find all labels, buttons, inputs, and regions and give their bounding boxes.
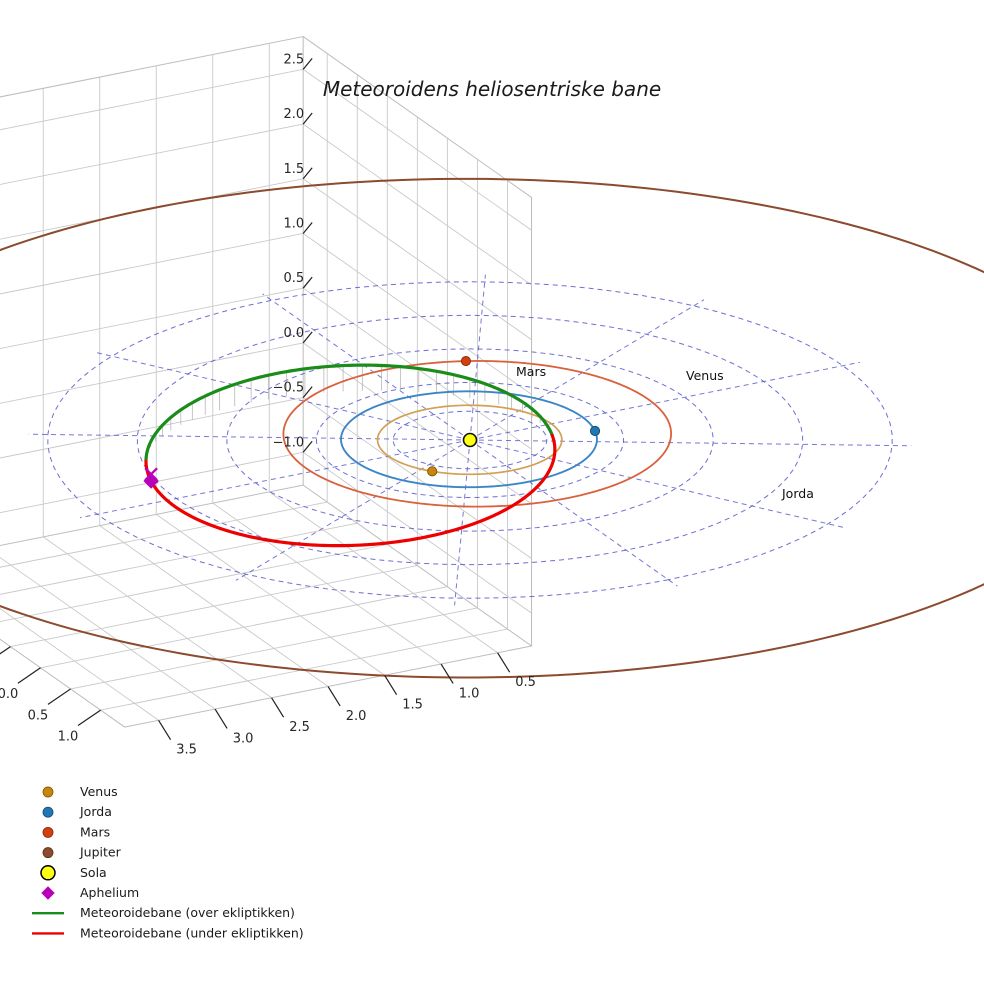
y-tick [271,697,285,718]
z-tick [302,440,313,453]
y-tick [440,663,454,684]
body-markers [143,356,601,489]
z-tick [302,222,313,234]
meteoroid-arc-below-ecliptic [144,433,557,548]
planet-orbits [0,177,984,679]
x-tick [0,646,11,655]
venus-orbit [376,404,563,476]
jupiter-orbit [0,177,984,679]
y-tick [158,719,172,741]
jorda-orbit [340,390,598,489]
mars-orbit [282,360,672,508]
meteoroid-orbit [144,363,557,548]
x-tick [47,688,71,705]
x-tick [17,667,41,684]
polar-guide-lines [28,274,912,606]
z-tick [302,386,313,398]
sola-marker [462,432,478,448]
y-tick [214,708,228,729]
x-tick [77,709,101,727]
jorda-marker [589,425,601,437]
axis-ticks [0,57,511,741]
y-tick [497,652,511,673]
meteoroid-arc-above-ecliptic [144,363,552,461]
venus-marker [427,466,438,477]
y-tick [327,686,341,707]
z-tick [302,57,313,70]
y-tick [384,674,398,695]
z-tick [302,276,313,289]
z-tick [302,112,313,125]
z-tick [302,331,313,344]
aphelium-projection-marker [144,467,158,481]
mars-marker [460,356,471,367]
z-tick [302,167,313,180]
